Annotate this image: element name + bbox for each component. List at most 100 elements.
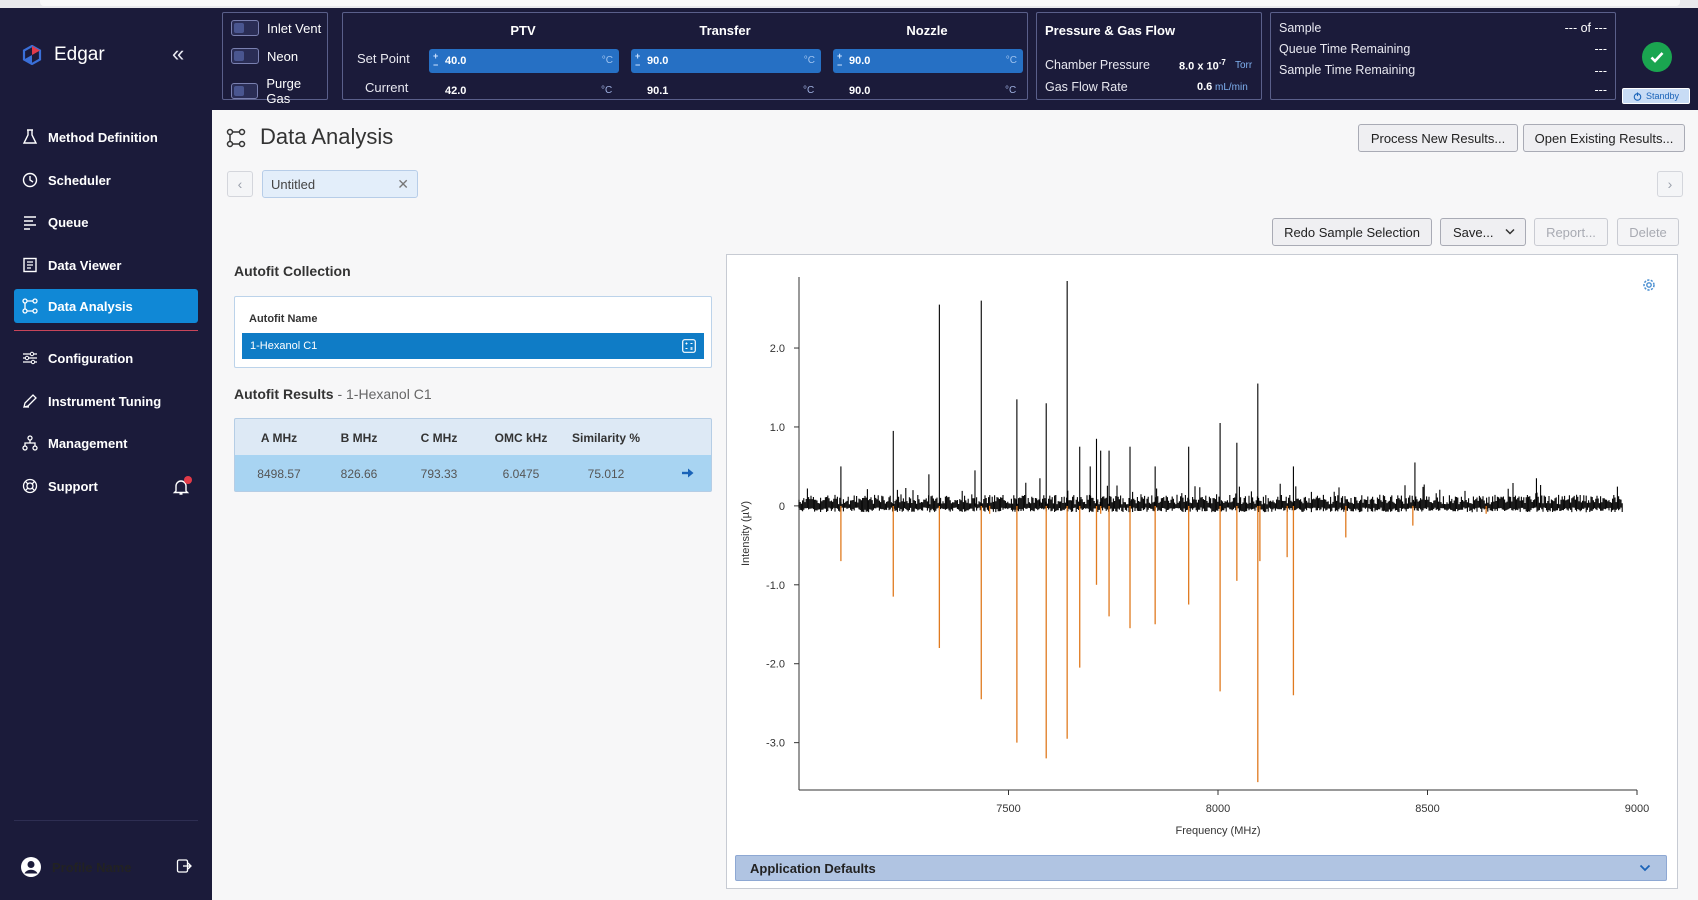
save-dropdown-button[interactable]: Save...: [1440, 218, 1526, 246]
sample-time-value: ---: [1594, 64, 1608, 78]
sidebar-item-configuration[interactable]: Configuration: [14, 341, 198, 375]
autofit-results-heading: Autofit Results: [234, 386, 334, 402]
sidebar-item-support[interactable]: Support: [14, 469, 198, 503]
transfer-setpoint-input[interactable]: + − 90.0 °C: [631, 49, 821, 73]
autofit-collection-table: Autofit Name 1-Hexanol C1: [234, 296, 712, 368]
list-icon: [24, 216, 36, 230]
setpoint-value: 40.0: [445, 55, 467, 67]
ptv-setpoint-input[interactable]: + − 40.0 °C: [429, 49, 619, 73]
sidebar-item-data-analysis[interactable]: Data Analysis: [14, 289, 198, 323]
queue-time-value: ---: [1594, 42, 1608, 56]
nozzle-setpoint-input[interactable]: + − 90.0 °C: [833, 49, 1023, 73]
setpoint-value: 90.0: [849, 55, 871, 67]
arrow-right-icon[interactable]: [681, 466, 695, 480]
spinner-icon[interactable]: + −: [635, 51, 641, 70]
table-row[interactable]: 8498.57 826.66 793.33 6.0475 75.012: [235, 455, 711, 491]
nozzle-header: Nozzle: [906, 23, 948, 38]
x-tick-label: 9000: [1625, 803, 1649, 815]
sample-value: --- of ---: [1564, 21, 1607, 35]
column-header: A MHz: [260, 431, 298, 445]
gas-flow-value: 0.6: [1197, 81, 1213, 93]
power-icon: [1633, 91, 1642, 101]
temperature-panel: PTV Transfer Nozzle Set Point Current + −…: [342, 12, 1028, 100]
chamber-pressure-label: Chamber Pressure: [1045, 58, 1150, 72]
sidebar-item-instrument-tuning[interactable]: Instrument Tuning: [14, 384, 198, 418]
x-tick-label: 8000: [1206, 803, 1230, 815]
unit-label: °C: [803, 85, 815, 96]
notification-bell-icon[interactable]: [172, 476, 192, 496]
sidebar-item-data-viewer[interactable]: Data Viewer: [14, 248, 198, 282]
save-label: Save...: [1453, 224, 1494, 240]
application-defaults-label: Application Defaults: [750, 860, 876, 876]
process-new-results-button[interactable]: Process New Results...: [1358, 124, 1518, 152]
clock-icon: [22, 172, 38, 188]
unit-label: °C: [1005, 55, 1017, 66]
logout-icon[interactable]: [176, 858, 192, 874]
extra-time-value: ---: [1594, 83, 1608, 97]
toggle-switch[interactable]: [231, 20, 259, 36]
tab-untitled[interactable]: Untitled ✕: [262, 170, 418, 198]
autofit-row-label: 1-Hexanol C1: [250, 340, 318, 352]
b-mhz-cell: 826.66: [340, 467, 378, 481]
delete-button[interactable]: Delete: [1617, 218, 1679, 246]
profile-divider: [14, 820, 198, 821]
sidebar-divider: [14, 330, 198, 331]
close-tab-icon[interactable]: ✕: [397, 176, 409, 192]
sample-label: Sample: [1279, 21, 1322, 35]
nozzle-current-value: 90.0: [849, 85, 871, 97]
chamber-pressure-mantissa: 8.0 x 10: [1179, 60, 1219, 73]
y-tick-label: -1.0: [766, 580, 785, 592]
autofit-name-column-header: Autofit Name: [249, 313, 318, 325]
sidebar-item-queue[interactable]: Queue: [14, 205, 198, 239]
document-icon: [23, 257, 37, 273]
standby-button[interactable]: Standby: [1622, 88, 1690, 104]
data-analysis-icon: [226, 128, 246, 148]
calculator-icon[interactable]: [682, 339, 696, 353]
redo-sample-selection-button[interactable]: Redo Sample Selection: [1272, 218, 1432, 246]
a-mhz-cell: 8498.57: [257, 467, 301, 481]
autofit-row-selected[interactable]: 1-Hexanol C1: [242, 333, 704, 359]
toggle-switch[interactable]: [231, 48, 259, 64]
notification-dot: [184, 476, 192, 484]
experimental-noise-trace: [798, 482, 1623, 513]
spectrum-chart-panel: 2.0 1.0 0 -1.0 -2.0 -3.0 7500 8000 8500 9000 Frequ…: [726, 254, 1678, 889]
tab-scroll-left-icon[interactable]: ‹: [227, 171, 253, 197]
gear-icon[interactable]: [1641, 277, 1657, 293]
autofit-results-title: Autofit Results - 1-Hexanol C1: [234, 386, 432, 402]
sidebar-item-method-definition[interactable]: Method Definition: [14, 120, 198, 154]
sidebar-item-management[interactable]: Management: [14, 426, 198, 460]
gas-flow-label: Gas Flow Rate: [1045, 80, 1128, 94]
neon-toggle[interactable]: Neon: [231, 48, 298, 64]
column-header: Similarity %: [571, 431, 641, 445]
app-name: Edgar: [54, 44, 105, 65]
setpoint-label: Set Point: [357, 51, 410, 66]
tab-label: Untitled: [271, 176, 316, 192]
spectrum-chart[interactable]: 2.0 1.0 0 -1.0 -2.0 -3.0 7500 8000 8500 9000 Frequ…: [727, 255, 1677, 850]
autofit-collection-title: Autofit Collection: [234, 263, 351, 279]
inlet-vent-toggle[interactable]: Inlet Vent: [231, 20, 321, 36]
column-header: B MHz: [340, 431, 378, 445]
sidebar-item-label: Method Definition: [48, 129, 158, 145]
profile-menu[interactable]: Profile Name: [20, 856, 131, 878]
pressure-title: Pressure & Gas Flow: [1045, 23, 1176, 38]
toggle-label: Purge Gas: [266, 76, 302, 106]
application-defaults-accordion[interactable]: Application Defaults: [735, 855, 1667, 881]
report-button[interactable]: Report...: [1534, 218, 1608, 246]
sidebar-item-label: Data Analysis: [48, 298, 133, 314]
y-tick-label: -2.0: [766, 659, 785, 671]
tab-scroll-right-icon[interactable]: ›: [1657, 171, 1683, 197]
similarity-cell: 75.012: [587, 467, 625, 481]
profile-name: Profile Name: [52, 859, 132, 875]
omc-khz-cell: 6.0475: [502, 467, 540, 481]
sliders-icon: [23, 351, 37, 365]
sidebar-item-label: Data Viewer: [48, 257, 122, 273]
purge-gas-toggle[interactable]: Purge Gas: [231, 76, 327, 106]
collapse-sidebar-icon[interactable]: «: [172, 41, 185, 66]
sidebar-item-scheduler[interactable]: Scheduler: [14, 163, 198, 197]
spinner-icon[interactable]: + −: [433, 51, 439, 70]
open-existing-results-button[interactable]: Open Existing Results...: [1523, 124, 1685, 152]
spinner-icon[interactable]: + −: [837, 51, 843, 70]
ptv-header: PTV: [510, 23, 536, 38]
lifebuoy-icon: [22, 478, 38, 494]
toggle-switch[interactable]: [231, 83, 259, 99]
